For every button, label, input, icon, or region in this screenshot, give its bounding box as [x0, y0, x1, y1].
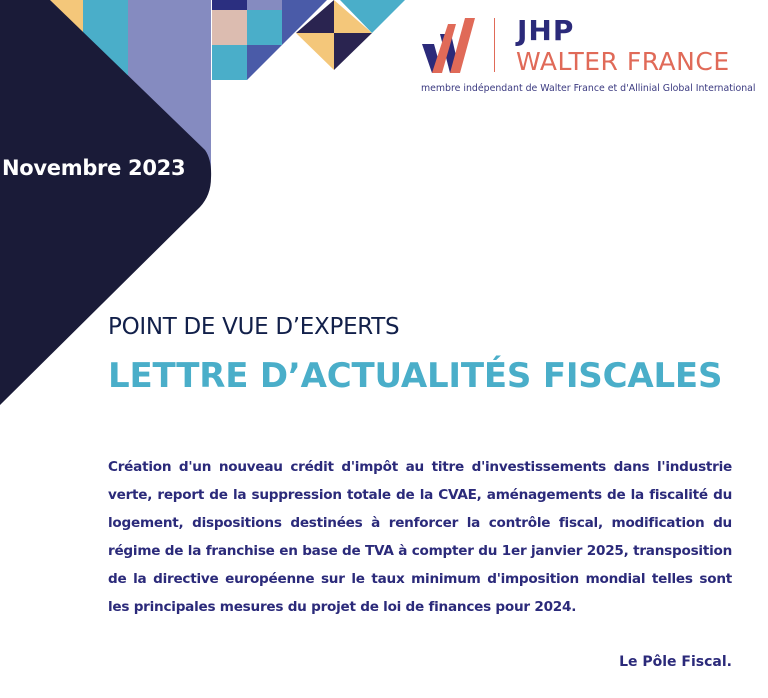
summary-paragraph: Création d'un nouveau crédit d'impôt au … — [108, 459, 732, 615]
decorative-geometric-banner — [0, 0, 405, 405]
signature: Le Pôle Fiscal. — [619, 654, 732, 670]
subtitle: POINT DE VUE D’EXPERTS — [108, 314, 400, 340]
logo-tagline: membre indépendant de Walter France et d… — [421, 83, 756, 94]
walter-france-logo-mark — [422, 18, 475, 73]
logo-walter-france: WALTER FRANCE — [516, 47, 730, 76]
logo-jhp: JHP — [517, 14, 575, 47]
logo-divider — [494, 18, 495, 72]
page-title: LETTRE D’ACTUALITÉS FISCALES — [108, 356, 723, 396]
issue-date: Novembre 2023 — [2, 156, 186, 180]
